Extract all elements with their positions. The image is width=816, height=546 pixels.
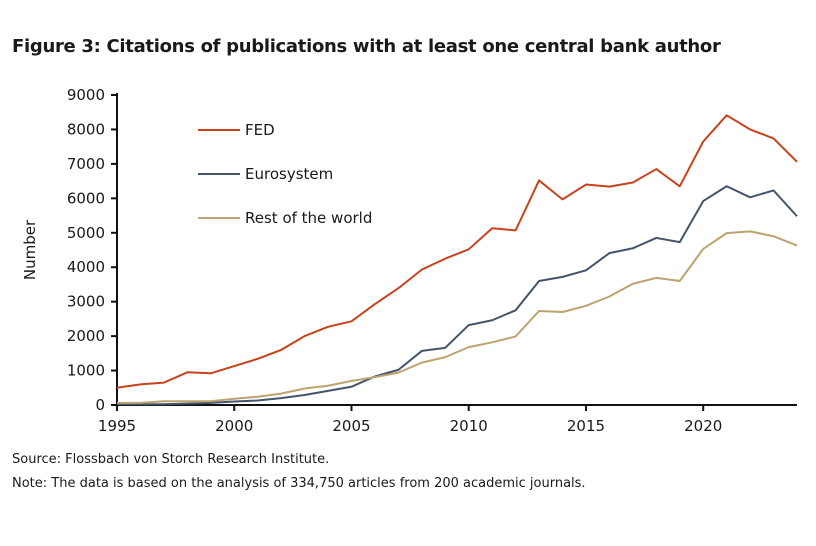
x-tick-label: 2015	[567, 417, 605, 435]
y-tick-label: 6000	[67, 189, 105, 207]
chart-title: Figure 3: Citations of publications with…	[12, 36, 721, 57]
x-tick-label: 2010	[450, 417, 488, 435]
series-line-rest-of-the-world	[117, 230, 798, 404]
y-tick-label: 1000	[67, 362, 105, 380]
y-tick-label: 2000	[67, 327, 105, 345]
legend-label: FED	[245, 121, 275, 139]
y-tick-label: 0	[95, 396, 105, 414]
legend-label: Eurosystem	[245, 165, 333, 183]
y-tick-label: 8000	[67, 120, 105, 138]
legend-label: Rest of the world	[245, 209, 372, 227]
series-line-eurosystem	[117, 185, 798, 406]
y-tick-label: 5000	[67, 224, 105, 242]
x-tick-label: 1995	[98, 417, 136, 435]
y-tick-label: 3000	[67, 293, 105, 311]
x-tick-label: 2000	[215, 417, 253, 435]
y-tick-label: 7000	[67, 155, 105, 173]
x-tick-label: 2020	[684, 417, 722, 435]
x-tick-label: 2005	[332, 417, 370, 435]
y-axis-label: Number	[21, 219, 39, 280]
y-tick-label: 9000	[67, 86, 105, 104]
y-tick-label: 4000	[67, 258, 105, 276]
source-note: Source: Flossbach von Storch Research In…	[12, 452, 330, 467]
series-line-fed	[116, 114, 798, 389]
data-note: Note: The data is based on the analysis …	[12, 476, 586, 491]
